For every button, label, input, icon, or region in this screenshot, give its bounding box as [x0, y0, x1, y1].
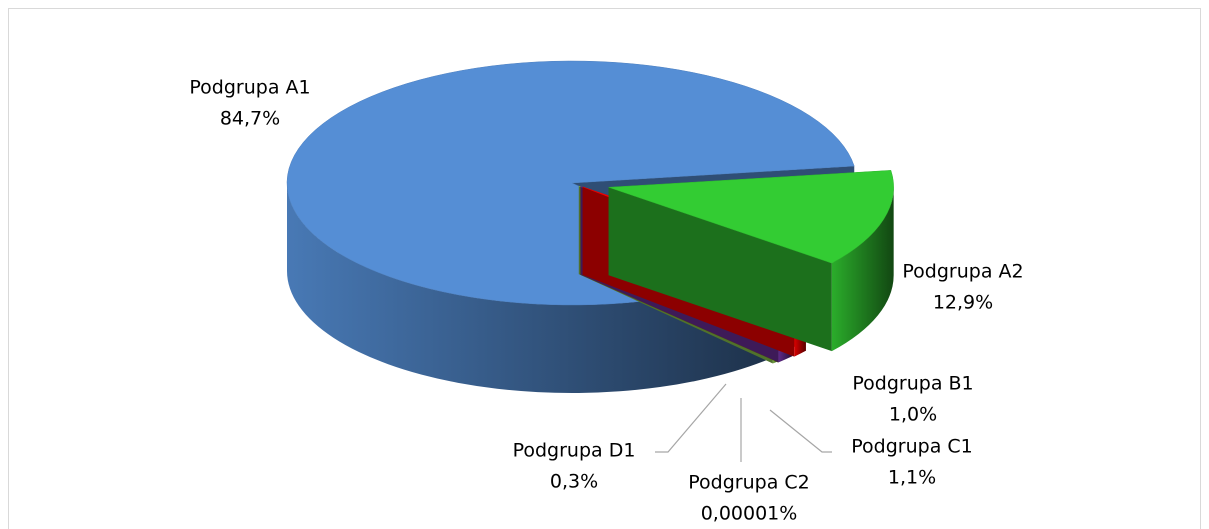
slice-top	[608, 170, 894, 264]
data-label-name: Podgrupa A1	[189, 77, 310, 99]
slice-top	[286, 60, 855, 306]
data-label-value: 84,7%	[220, 108, 280, 130]
data-label-value: 12,9%	[933, 292, 993, 314]
slice-side	[831, 187, 894, 352]
data-label-value: 0,3%	[550, 471, 598, 493]
data-label-value: 1,0%	[889, 404, 937, 426]
data-label-name: Podgrupa B1	[852, 373, 973, 395]
leader-line	[655, 383, 727, 453]
leader-line	[769, 409, 832, 453]
data-label-name: Podgrupa D1	[513, 440, 636, 462]
data-label-value: 0,00001%	[701, 503, 798, 525]
slice-wall	[608, 187, 832, 352]
slice	[608, 170, 894, 352]
data-label-name: Podgrupa C2	[688, 472, 809, 494]
data-label-value: 1,1%	[888, 467, 936, 489]
data-label-name: Podgrupa A2	[902, 261, 1023, 283]
slice-side	[287, 183, 767, 393]
data-label-name: Podgrupa C1	[851, 436, 972, 458]
